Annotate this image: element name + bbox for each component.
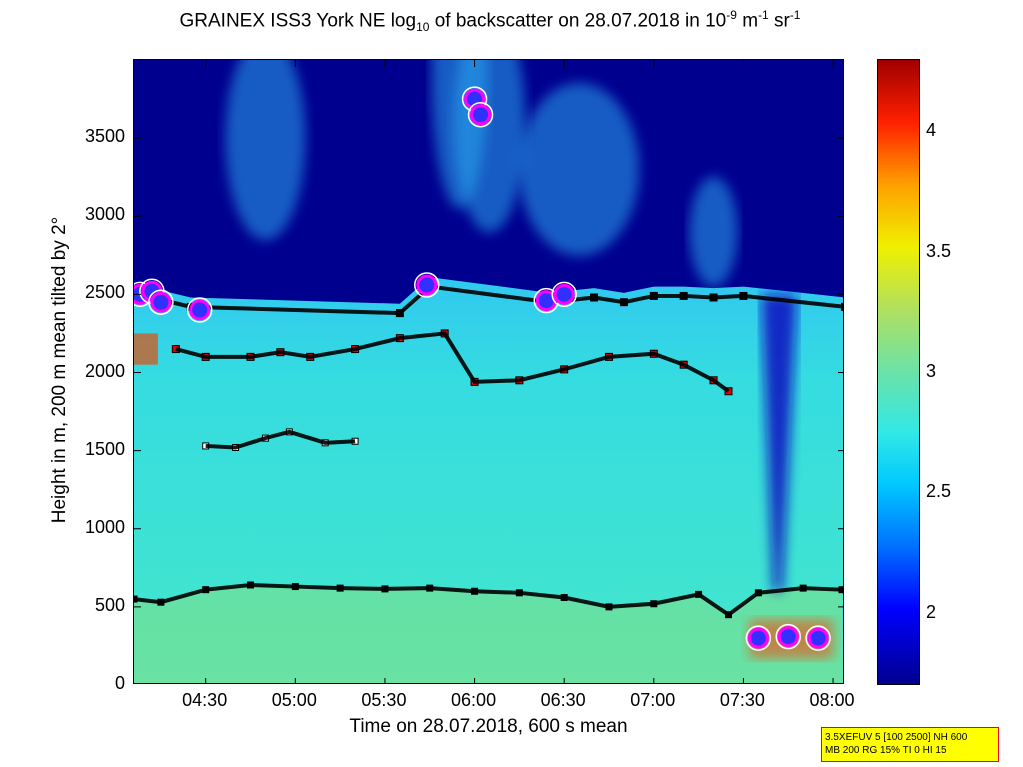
x-axis-label: Time on 28.07.2018, 600 s mean: [349, 716, 628, 737]
aerosol-plume: [519, 82, 640, 256]
x-tick-label: 08:00: [809, 690, 855, 710]
y-tick-label: 2000: [85, 360, 126, 381]
colorbar-tick-label: 3: [926, 361, 937, 381]
y-axis-label: Height in m, 200 m mean tilted by 2°: [49, 216, 70, 524]
colorbar-tick-label: 2.5: [926, 481, 952, 502]
dry-intrusion-region: [761, 294, 798, 592]
aux-layer-line: [205, 429, 356, 450]
colorbar: [877, 59, 920, 685]
backscatter-heatmap: [133, 59, 844, 684]
aerosol-layer-region: [134, 277, 843, 683]
cloud-base-ring: [805, 625, 831, 651]
settings-line-2: MB 200 RG 15% TI 0 HI 15: [825, 745, 947, 756]
y-tick-label: 0: [114, 673, 125, 693]
x-tick-label: 06:00: [451, 690, 497, 710]
x-tick-label: 07:00: [630, 690, 676, 710]
x-tick-label: 07:30: [719, 690, 765, 710]
y-tick-label: 2500: [85, 282, 126, 303]
chart-title: GRAINEX ISS3 York NE log10 of backscatte…: [179, 8, 801, 35]
cloud-base-ring: [745, 625, 772, 651]
x-tick-label: 04:30: [182, 690, 228, 710]
cloud-base-marker: [777, 626, 799, 648]
y-tick-label: 3000: [85, 204, 126, 225]
cloud-base-marker: [416, 274, 438, 296]
y-tick-label: 1000: [85, 516, 126, 537]
x-tick-label: 05:00: [271, 690, 317, 710]
cloud-base-marker: [535, 290, 557, 312]
cloud-layer-band: [134, 333, 158, 365]
cloud-base-ring: [467, 101, 494, 128]
cloud-base-marker: [470, 104, 492, 126]
low-layer-line: [134, 582, 843, 618]
x-tick-label: 05:30: [361, 690, 407, 710]
mixed-layer-region: [134, 585, 843, 683]
settings-info-box: 3.5XEFUV 5 [100 2500] NH 600 MB 200 RG 1…: [821, 727, 999, 762]
cloud-base-ring: [775, 623, 801, 650]
y-tick-label: 3500: [85, 126, 126, 147]
mid-layer-line: [175, 331, 730, 393]
colorbar-tick-label: 4: [926, 120, 937, 141]
y-tick-label: 500: [94, 594, 125, 615]
colorbar-tick-label: 3.5: [926, 240, 952, 261]
cloud-base-ring: [414, 272, 440, 298]
y-tick-label: 1500: [85, 438, 126, 459]
settings-line-1: 3.5XEFUV 5 [100 2500] NH 600: [825, 732, 968, 743]
cloud-base-marker: [553, 283, 575, 305]
cloud-base-marker: [807, 627, 829, 649]
cloud-base-marker: [189, 299, 211, 321]
cloud-base-ring: [186, 297, 213, 323]
aerosol-plume: [689, 176, 738, 288]
aerosol-plume: [225, 60, 306, 241]
cloud-base-marker: [747, 627, 769, 649]
cloud-base-ring: [551, 281, 577, 308]
x-tick-label: 06:30: [540, 690, 586, 710]
cloud-base-marker: [150, 291, 172, 313]
colorbar-tick-label: 2: [926, 601, 937, 622]
cloud-base-ring: [148, 289, 174, 315]
